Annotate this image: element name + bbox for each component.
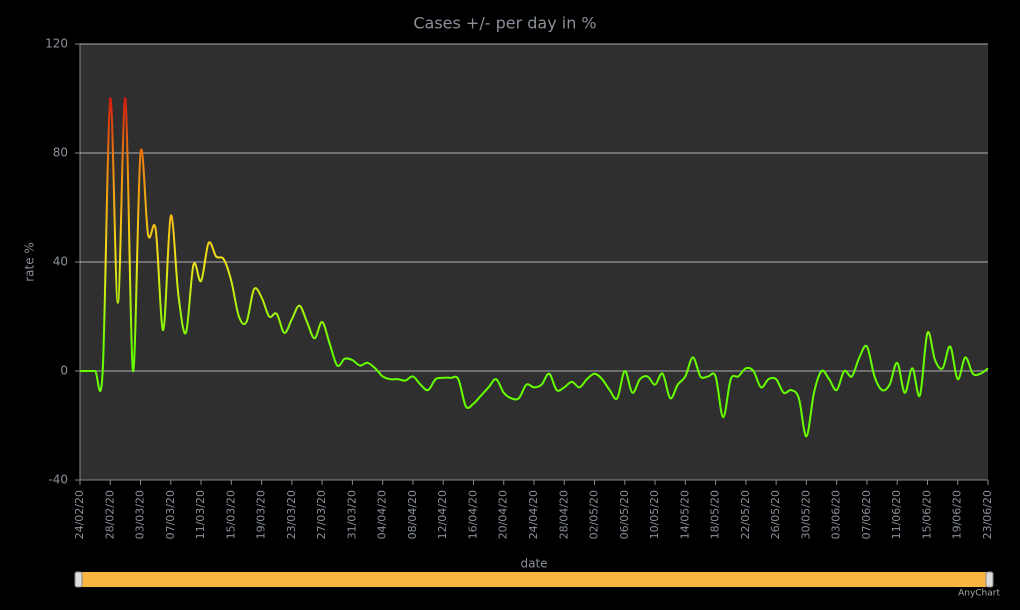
- credits[interactable]: AnyChart: [958, 589, 1000, 599]
- x-tick-label: 15/03/20: [224, 490, 237, 539]
- x-tick-label: 11/03/20: [194, 490, 207, 539]
- y-axis-label: rate %: [23, 242, 37, 282]
- x-tick-label: 28/04/20: [557, 490, 570, 539]
- x-tick-label: 04/04/20: [376, 490, 389, 539]
- x-tick-label: 31/03/20: [345, 490, 358, 539]
- x-tick-label: 07/03/20: [164, 490, 177, 539]
- y-tick-label: 40: [53, 255, 68, 269]
- x-tick-label: 24/04/20: [527, 490, 540, 539]
- x-tick-label: 10/05/20: [648, 490, 661, 539]
- y-tick-label: 120: [45, 37, 68, 51]
- x-tick-label: 02/05/20: [588, 490, 601, 539]
- x-axis-label: date: [520, 557, 547, 571]
- chart-title: Cases +/- per day in %: [413, 14, 596, 33]
- x-tick-label: 23/06/20: [981, 490, 994, 539]
- x-tick-label: 19/03/20: [255, 490, 268, 539]
- x-tick-label: 14/05/20: [678, 490, 691, 539]
- scroller-handle[interactable]: [74, 571, 83, 588]
- x-tick-label: 28/02/20: [103, 490, 116, 539]
- x-tick-label: 24/02/20: [73, 490, 86, 539]
- x-tick-label: 20/04/20: [497, 490, 510, 539]
- x-tick-label: 07/06/20: [860, 490, 873, 539]
- x-tick-label: 15/06/20: [920, 490, 933, 539]
- x-tick-label: 30/05/20: [799, 490, 812, 539]
- scroller[interactable]: [78, 572, 990, 587]
- x-tick-label: 16/04/20: [466, 490, 479, 539]
- x-tick-label: 06/05/20: [618, 490, 631, 539]
- line: [79, 97, 989, 438]
- x-tick-label: 03/03/20: [134, 490, 147, 539]
- x-tick-label: 12/04/20: [436, 490, 449, 539]
- y-tick-label: -40: [48, 473, 68, 487]
- x-tick-label: 26/05/20: [769, 490, 782, 539]
- y-tick-label: 80: [53, 146, 68, 160]
- x-tick-label: 22/05/20: [739, 490, 752, 539]
- x-tick-label: 11/06/20: [890, 490, 903, 539]
- x-tick-label: 23/03/20: [285, 490, 298, 539]
- x-tick-label: 08/04/20: [406, 490, 419, 539]
- y-tick-label: 0: [60, 364, 68, 378]
- x-tick-label: 18/05/20: [709, 490, 722, 539]
- x-tick-label: 03/06/20: [830, 490, 843, 539]
- x-tick-label: 19/06/20: [951, 490, 964, 539]
- x-tick-label: 27/03/20: [315, 490, 328, 539]
- scroller-handle[interactable]: [985, 571, 994, 588]
